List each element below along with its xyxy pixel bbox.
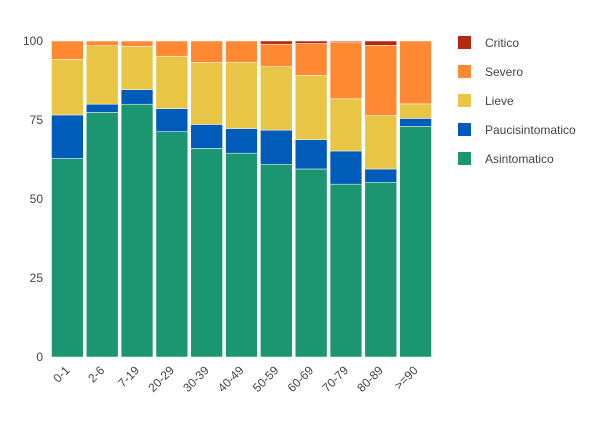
legend-swatch: [458, 152, 471, 165]
bar-segment-lieve[interactable]: [329, 98, 363, 152]
bar-segment-lieve[interactable]: [51, 59, 84, 116]
bar-segment-severo[interactable]: [120, 40, 154, 47]
bar-segment-asintomatico[interactable]: [294, 168, 328, 358]
bar-segment-asintomatico[interactable]: [225, 152, 258, 358]
bar-segment-lieve[interactable]: [155, 55, 189, 109]
bar-segment-severo[interactable]: [190, 40, 223, 63]
x-tick-label: >=90: [391, 363, 420, 392]
bar-segment-lieve[interactable]: [225, 61, 258, 129]
bar-segment-severo[interactable]: [155, 40, 189, 57]
legend-label: Paucisintomatico: [485, 123, 576, 137]
bar-segment-lieve[interactable]: [364, 115, 397, 170]
bar-segment-severo[interactable]: [225, 40, 258, 63]
bar-segment-lieve[interactable]: [86, 45, 119, 105]
bar-segment-paucisintomatico[interactable]: [190, 124, 223, 149]
legend-swatch: [458, 65, 471, 78]
bar-segment-paucisintomatico[interactable]: [329, 150, 363, 185]
bar-segment-paucisintomatico[interactable]: [51, 114, 84, 159]
y-tick-label: 25: [30, 271, 44, 285]
bar-segment-severo[interactable]: [260, 43, 293, 67]
legend-swatch: [458, 123, 471, 136]
legend-label: Lieve: [485, 94, 514, 108]
legend-label: Critico: [485, 36, 519, 50]
bar-segment-critico[interactable]: [329, 40, 363, 43]
x-tick-label: 20-29: [145, 363, 177, 395]
bar-segment-asintomatico[interactable]: [120, 103, 154, 358]
y-tick-label: 0: [36, 350, 43, 364]
legend-item-critico[interactable]: Critico: [458, 36, 519, 50]
x-tick-label: 80-89: [354, 363, 386, 395]
bar-segment-asintomatico[interactable]: [399, 126, 432, 358]
legend[interactable]: Critico Severo Lieve Paucisintomatico Asinto…: [458, 36, 576, 166]
bar-segment-severo[interactable]: [294, 43, 328, 76]
legend-label: Severo: [485, 65, 523, 79]
bar-segment-paucisintomatico[interactable]: [120, 89, 154, 105]
bar-segment-severo[interactable]: [364, 45, 397, 116]
bar-segment-asintomatico[interactable]: [329, 183, 363, 358]
y-axis: 0 25 50 75 100: [23, 34, 43, 364]
x-axis: 0-1 2-6 7-19 20-29 30-39 40-49 50-59 60-69 70-79…: [50, 363, 421, 395]
bar-segment-severo[interactable]: [399, 40, 432, 105]
bar-segment-critico[interactable]: [364, 40, 397, 46]
bar-segment-asintomatico[interactable]: [86, 112, 119, 358]
x-tick-label: 2-6: [85, 363, 107, 385]
x-tick-label: 0-1: [50, 363, 72, 385]
legend-item-paucisintomatico[interactable]: Paucisintomatico: [458, 123, 576, 137]
legend-item-severo[interactable]: Severo: [458, 65, 523, 79]
x-tick-label: 7-19: [115, 363, 142, 390]
bar-segment-asintomatico[interactable]: [51, 158, 84, 358]
bar-segment-lieve[interactable]: [399, 103, 432, 119]
bar-segment-paucisintomatico[interactable]: [364, 168, 397, 183]
bar-segment-asintomatico[interactable]: [364, 182, 397, 358]
y-tick-label: 75: [30, 113, 44, 127]
x-tick-label: 70-79: [319, 363, 351, 395]
bar-segment-asintomatico[interactable]: [190, 148, 223, 358]
x-tick-label: 60-69: [285, 363, 317, 395]
bar-segment-lieve[interactable]: [120, 46, 154, 90]
legend-swatch: [458, 94, 471, 107]
bar-segment-paucisintomatico[interactable]: [155, 108, 189, 132]
bar-segment-severo[interactable]: [86, 40, 119, 46]
bar-segment-paucisintomatico[interactable]: [399, 118, 432, 127]
y-tick-label: 100: [23, 34, 43, 48]
legend-label: Asintomatico: [485, 152, 554, 166]
legend-item-asintomatico[interactable]: Asintomatico: [458, 152, 554, 166]
bar-segment-severo[interactable]: [51, 40, 84, 60]
bar-segment-critico[interactable]: [260, 40, 293, 45]
bars-group: [51, 40, 432, 358]
bar-segment-paucisintomatico[interactable]: [86, 103, 119, 113]
bar-segment-paucisintomatico[interactable]: [225, 128, 258, 154]
bar-segment-asintomatico[interactable]: [155, 131, 189, 358]
x-tick-label: 30-39: [180, 363, 212, 395]
bar-segment-severo[interactable]: [329, 41, 363, 100]
y-tick-label: 50: [30, 192, 44, 206]
bar-segment-asintomatico[interactable]: [260, 163, 293, 358]
legend-item-lieve[interactable]: Lieve: [458, 94, 514, 108]
x-tick-label: 40-49: [215, 363, 247, 395]
bar-segment-lieve[interactable]: [260, 66, 293, 131]
x-tick-label: 50-59: [250, 363, 282, 395]
legend-swatch: [458, 36, 471, 49]
bar-segment-paucisintomatico[interactable]: [294, 139, 328, 170]
bar-segment-lieve[interactable]: [294, 75, 328, 140]
bar-segment-lieve[interactable]: [190, 62, 223, 125]
bar-segment-paucisintomatico[interactable]: [260, 129, 293, 165]
bar-segment-critico[interactable]: [294, 40, 328, 44]
